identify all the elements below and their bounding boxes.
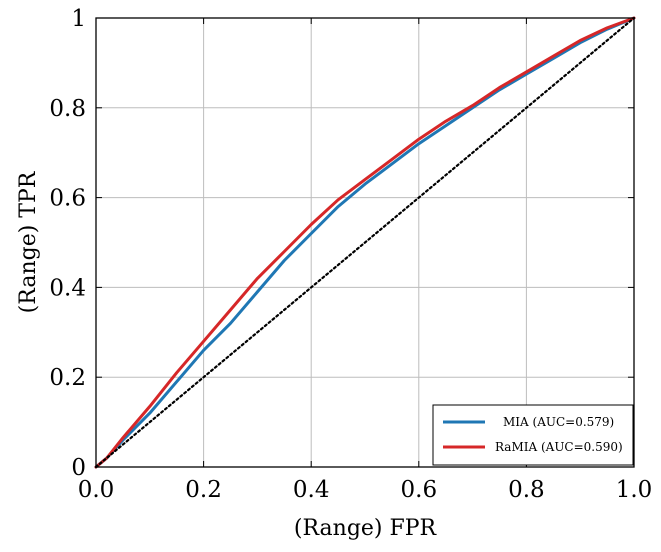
ticks: [95, 17, 635, 468]
x-tick-label: 0.4: [293, 477, 330, 503]
x-axis-label: (Range) FPR: [294, 516, 438, 541]
series-lines: [94, 16, 636, 469]
tick-labels: 0.0 0.2 0.4 0.6 0.8 1.0 0 0.2 0.4 0.6 0.8 1: [49, 6, 652, 503]
x-tick-label: 0.0: [78, 477, 115, 503]
y-tick-label: 0.8: [49, 96, 86, 122]
legend-label: RaMIA (AUC=0.590): [495, 440, 623, 454]
y-tick-label: 0.2: [49, 365, 86, 391]
y-axis-label: (Range) TPR: [16, 170, 41, 313]
chance-diagonal-line: [94, 16, 636, 469]
series-line-ramia: [94, 16, 636, 469]
x-tick-label: 1.0: [616, 477, 653, 503]
y-tick-label: 1: [71, 6, 86, 32]
legend-box: [432, 404, 634, 466]
y-tick-label: 0.6: [49, 186, 86, 212]
y-tick-label: 0: [71, 455, 86, 481]
x-tick-label: 0.6: [401, 477, 438, 503]
y-tick-label: 0.4: [49, 275, 86, 301]
series-line-mia: [94, 16, 636, 469]
legend-label: MIA (AUC=0.579): [503, 415, 614, 429]
legend: MIA (AUC=0.579) RaMIA (AUC=0.590): [432, 404, 634, 466]
plot-frame: [95, 17, 635, 468]
x-tick-label: 0.2: [185, 477, 222, 503]
x-tick-label: 0.8: [508, 477, 545, 503]
